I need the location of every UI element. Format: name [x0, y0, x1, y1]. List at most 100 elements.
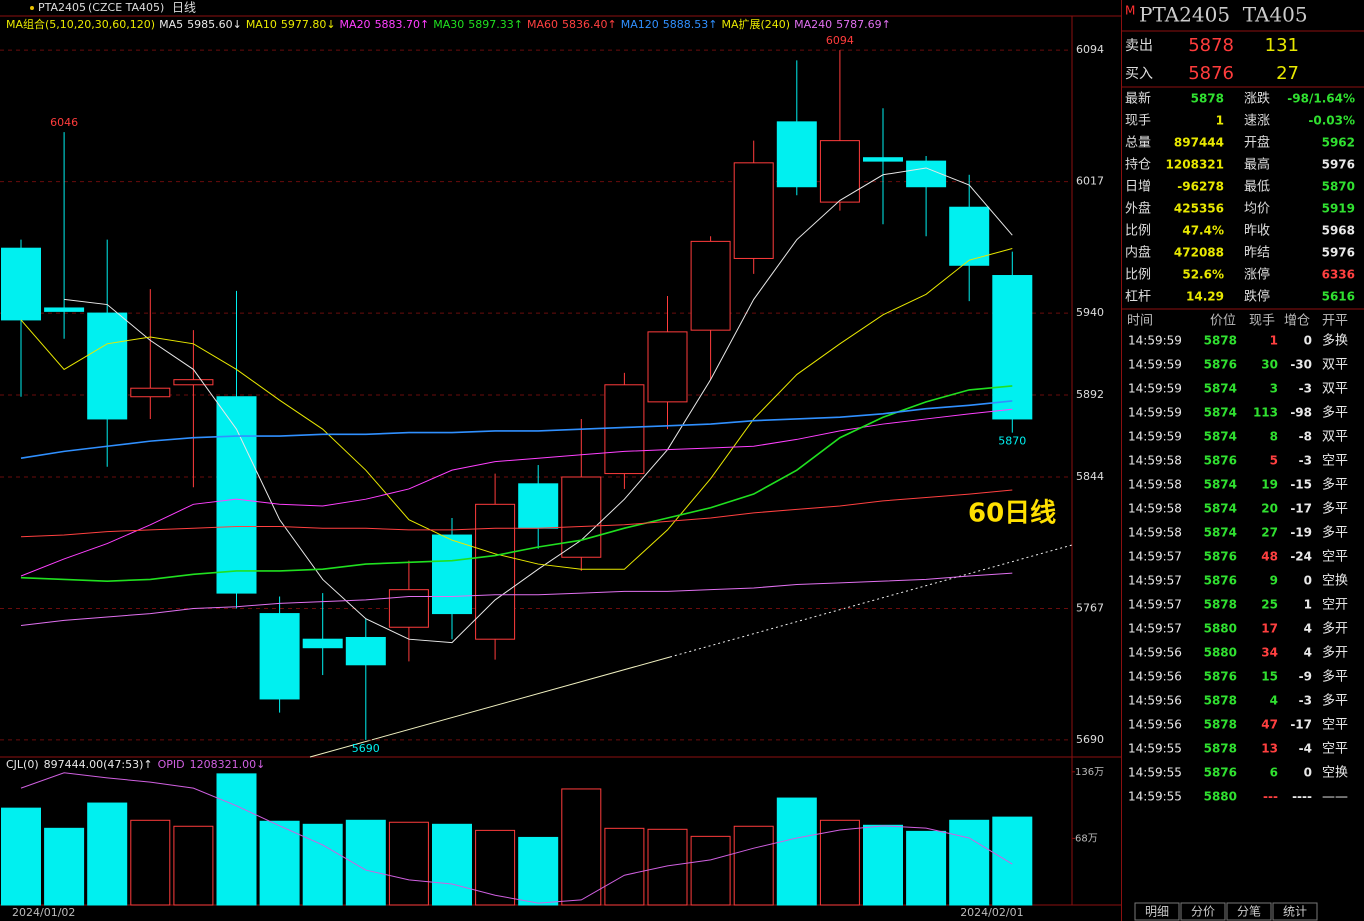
- trade-time: 14:59:57: [1128, 550, 1182, 564]
- trade-time: 14:59:57: [1128, 574, 1182, 588]
- candle-body: [949, 206, 990, 266]
- quote-label: 持仓: [1125, 158, 1151, 173]
- trade-time: 14:59:57: [1128, 622, 1182, 636]
- trade-time: 14:59:55: [1128, 742, 1182, 756]
- trade-price: 5874: [1204, 382, 1237, 396]
- candle-body: [604, 384, 645, 475]
- trade-change: ----: [1292, 790, 1312, 804]
- legend-item: MA组合(5,10,20,30,60,120): [6, 17, 155, 31]
- volume-bar: [475, 829, 516, 906]
- period[interactable]: 日线: [172, 1, 196, 15]
- candle-body: [87, 312, 128, 420]
- tab[interactable]: [1226, 902, 1272, 921]
- volume-bar: [302, 823, 343, 906]
- trade-price: 5878: [1204, 718, 1237, 732]
- quote-label: 现手: [1125, 114, 1151, 129]
- trade-action: ——: [1322, 790, 1348, 805]
- ma-line: [64, 167, 1013, 644]
- legend-item: 5897.33↑: [468, 18, 523, 31]
- volume-bar: [173, 825, 214, 906]
- legend-item: MA30: [433, 18, 464, 31]
- tab[interactable]: [1272, 902, 1318, 921]
- quote-label: 均价: [1244, 202, 1270, 217]
- tab-label[interactable]: 分价: [1191, 905, 1215, 919]
- tab-label[interactable]: 统计: [1283, 905, 1307, 919]
- y-tick-label: 5690: [1076, 733, 1104, 746]
- quote-label: 买入: [1125, 66, 1153, 82]
- trade-price: 5876: [1204, 550, 1237, 564]
- candle-body: [906, 160, 947, 188]
- legend-item: 5977.80↓: [281, 18, 336, 31]
- trade-change: 1: [1304, 598, 1312, 612]
- trade-action: 空平: [1322, 718, 1348, 733]
- volume-bar: [992, 816, 1033, 906]
- trade-time: 14:59:59: [1128, 406, 1182, 420]
- trade-price: 5874: [1204, 430, 1237, 444]
- quote-value: 5616: [1322, 290, 1355, 304]
- trade-price: 5878: [1204, 694, 1237, 708]
- trade-action: 多开: [1322, 645, 1348, 661]
- symbol: PTA2405: [38, 1, 86, 14]
- legend-item: 5888.53↑: [663, 18, 718, 31]
- tab-label[interactable]: 分笔: [1237, 904, 1261, 919]
- ma-line: [20, 400, 1013, 460]
- trade-price: 5876: [1204, 358, 1237, 372]
- candle-body: [345, 636, 386, 666]
- trade-volume: 3: [1270, 382, 1278, 396]
- quote-label: 最低: [1244, 180, 1270, 195]
- x-tick-label: 2024/01/02: [12, 906, 75, 919]
- legend-item: 5883.70↑: [375, 18, 430, 31]
- trade-action: 多平: [1322, 669, 1348, 685]
- legend-item: MA5: [159, 18, 183, 31]
- tab-label[interactable]: 明细: [1145, 905, 1169, 919]
- legend-item: 897444.00(47:53)↑: [44, 758, 153, 771]
- quote-label: 比例: [1125, 268, 1151, 283]
- trade-price: 5874: [1204, 526, 1237, 540]
- legend-item: CJL(0): [6, 758, 39, 771]
- candle-body: [173, 379, 214, 386]
- candle-body: [863, 157, 903, 162]
- tab[interactable]: [1180, 902, 1226, 921]
- trade-volume: 34: [1261, 646, 1278, 660]
- table-header: 时间: [1127, 314, 1153, 329]
- trade-time: 14:59:58: [1128, 478, 1182, 492]
- candle-body: [518, 483, 559, 529]
- trade-change: 0: [1304, 766, 1312, 780]
- trade-volume: 20: [1261, 502, 1278, 516]
- quote-value: 5968: [1322, 224, 1355, 238]
- trade-volume: 47: [1261, 718, 1278, 732]
- y-tick-label: 6017: [1076, 175, 1104, 188]
- quote-value: -96278: [1177, 180, 1224, 194]
- trade-volume: 6: [1270, 766, 1278, 780]
- trade-action: 多平: [1322, 525, 1348, 541]
- table-header: 增仓: [1284, 314, 1310, 329]
- trade-change: -4: [1299, 742, 1312, 756]
- candle-body: [733, 162, 774, 259]
- quote-label: 昨收: [1244, 224, 1270, 239]
- candle-body: [475, 503, 516, 640]
- x-tick-label: 2024/02/01: [960, 906, 1023, 919]
- quote-value: 5976: [1322, 246, 1355, 260]
- volume-bar: [1, 807, 41, 906]
- candle-body: [388, 589, 429, 628]
- trade-time: 14:59:59: [1128, 334, 1182, 348]
- trade-action: 空换: [1322, 766, 1348, 781]
- candle-body: [992, 275, 1033, 420]
- y-tick-label: 68万: [1075, 833, 1098, 844]
- volume-bar: [518, 836, 559, 906]
- volume-bar: [906, 830, 947, 906]
- quote-value: -0.03%: [1308, 114, 1355, 128]
- quote-volume: 27: [1276, 63, 1299, 84]
- quote-value: 14.29: [1186, 290, 1224, 304]
- trade-action: 多开: [1322, 621, 1348, 637]
- quote-label: 外盘: [1125, 201, 1151, 217]
- candle-body: [302, 638, 343, 649]
- trade-change: -3: [1299, 382, 1312, 396]
- trade-price: 5878: [1204, 598, 1237, 612]
- quote-label: 涨停: [1244, 267, 1270, 283]
- tab[interactable]: [1134, 902, 1180, 921]
- trade-action: 双平: [1322, 382, 1348, 397]
- trade-action: 空平: [1322, 454, 1348, 469]
- trade-change: -98: [1290, 406, 1312, 420]
- volume-bar: [863, 824, 903, 906]
